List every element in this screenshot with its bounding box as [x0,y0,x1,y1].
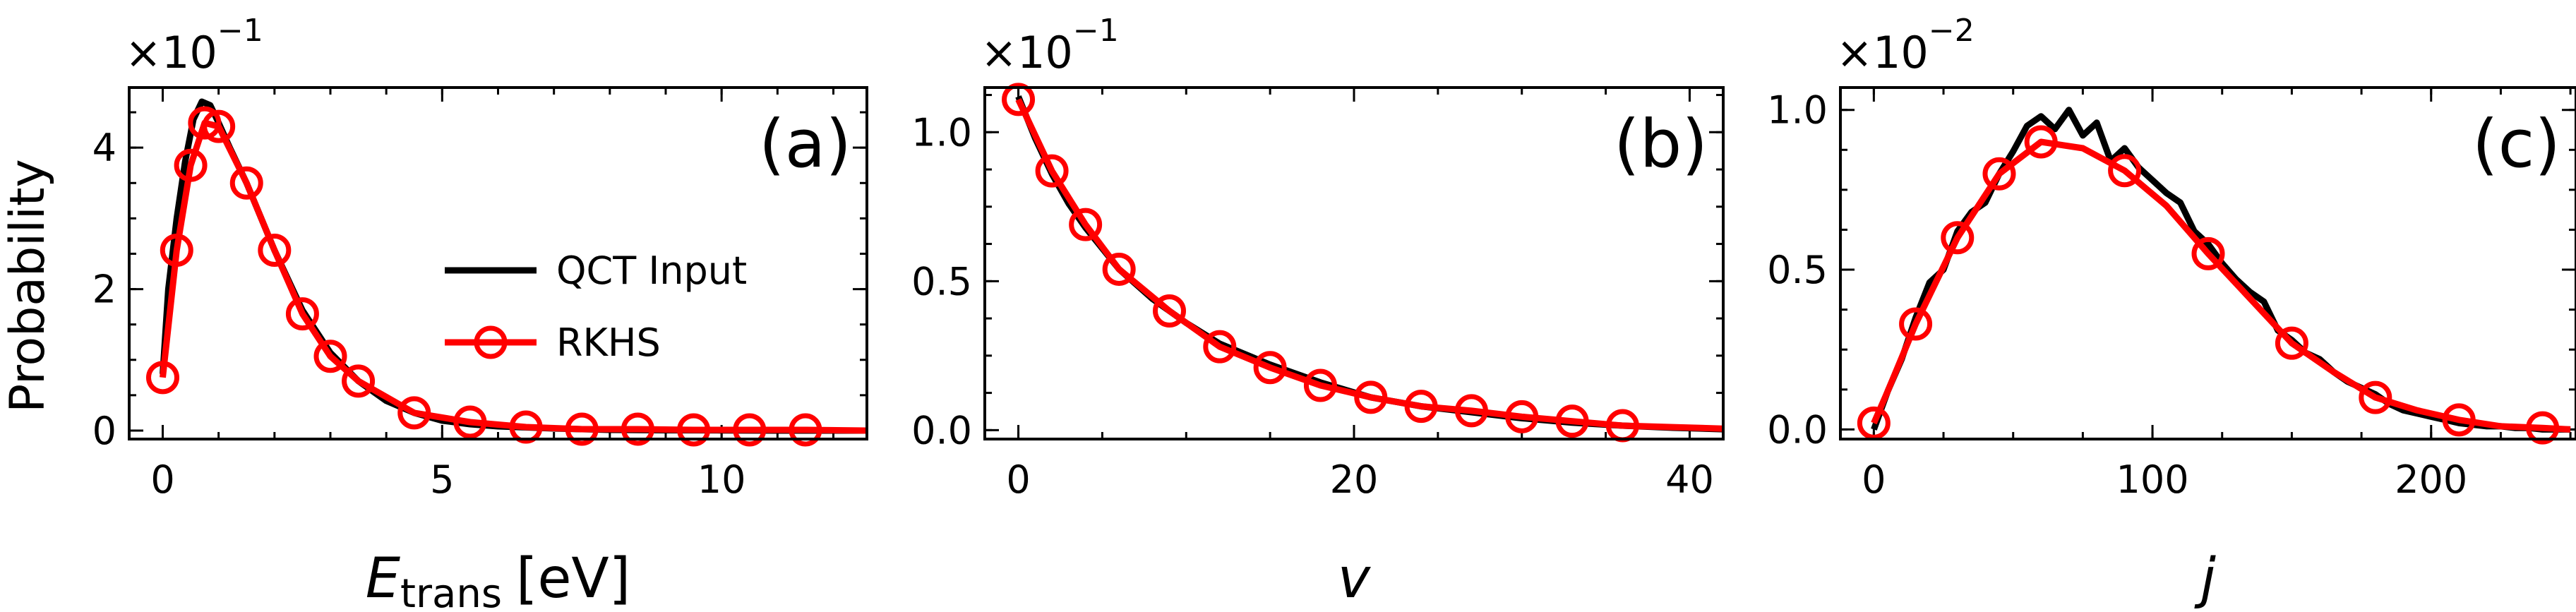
panel-a: 0 5 10 0 2 4 (a) ×10−1 Etrans [eV] [92,13,868,612]
rkhs-marker [1857,406,1891,440]
axis-multiplier: ×10−1 [981,13,1119,78]
rkhs-marker [1899,307,1933,341]
panel-c: 0 100 200 0.0 0.5 1.0 (c) ×10−2 j [1767,13,2576,611]
y-axis-label: Probability [0,159,56,412]
plot-area [1871,107,2571,433]
legend-rkhs-label: RKHS [556,320,661,365]
rkhs-marker [313,340,347,373]
axis-multiplier-exponent: −1 [217,13,263,49]
rkhs-marker [1354,380,1388,414]
y-tick-label: 0.0 [911,408,972,452]
rkhs-marker [1069,208,1103,241]
rkhs-marker [1102,252,1136,286]
rkhs-marker [1253,351,1287,385]
x-tick-label: 100 [2116,457,2189,502]
legend-rkhs-marker [474,325,508,359]
axis-multiplier-exponent: −1 [1073,13,1119,49]
rkhs-marker [1153,294,1186,328]
x-axis-label-symbol: v [1338,547,1372,611]
panel-b: 0 20 40 0.0 0.5 1.0 (b) ×10−1 v [911,13,1725,611]
x-tick-label: 20 [1330,457,1379,502]
rkhs-marker [1203,330,1237,364]
x-axis-label-symbol: j [2194,547,2216,611]
rkhs-marker [229,166,263,200]
x-tick-label: 0 [1862,457,1886,502]
x-tick-label: 0 [150,457,174,502]
x-tick-label: 200 [2395,457,2467,502]
legend-qct-label: QCT Input [556,248,747,293]
rkhs-marker [733,413,767,447]
y-tick-label: 0.5 [1767,248,1828,292]
y-tick-label: 0.5 [911,259,972,304]
rkhs-marker [2108,154,2142,188]
x-axis-label: v [1338,547,1372,611]
rkhs-marker [789,413,822,447]
panel-label: (b) [1614,106,1708,183]
rkhs-marker [285,297,319,331]
rkhs-marker [1982,157,2016,191]
rkhs-marker [453,405,487,439]
y-tick-label: 1.0 [911,110,972,155]
rkhs-marker [1505,400,1539,433]
rkhs-line [1871,138,2571,433]
x-tick-label: 40 [1665,457,1714,502]
x-tick-label: 0 [1006,457,1030,502]
axis-multiplier-base: ×10 [1836,27,1929,78]
rkhs-marker [621,412,654,446]
panel-label: (a) [759,106,851,183]
rkhs-marker [202,109,236,143]
x-axis-label: j [2194,547,2216,611]
x-tick-label: 5 [430,457,454,502]
axes-frame [983,86,1725,440]
rkhs-marker [258,233,292,267]
legend: QCT Input RKHS [445,248,747,365]
rkhs-marker [1941,221,1975,255]
y-tick-label: 1.0 [1767,88,1828,133]
plot-area [1015,95,1723,433]
rkhs-marker [1404,390,1438,424]
rkhs-marker [565,412,599,446]
x-axis-label-units: [eV] [516,547,630,611]
rkhs-marker [2191,236,2225,270]
rkhs-marker [2442,403,2476,437]
axes-frame [1839,86,2576,440]
y-tick-label: 2 [92,268,116,312]
axis-multiplier-exponent: −2 [1929,13,1975,49]
y-tick-label: 0 [92,409,116,453]
axis-multiplier-base: ×10 [125,27,217,78]
rkhs-marker [1303,368,1337,402]
rkhs-marker [2275,326,2308,360]
axis-multiplier: ×10−1 [125,13,263,78]
rkhs-marker [1035,154,1069,188]
panel-label: (c) [2472,106,2560,183]
rkhs-marker [342,364,376,398]
rkhs-marker [160,233,193,267]
axes-frame [128,86,868,440]
rkhs-marker [188,106,222,140]
rkhs-marker [1454,394,1488,428]
rkhs-marker [2359,380,2392,414]
rkhs-marker [2526,411,2560,445]
rkhs-marker [397,396,431,430]
rkhs-marker [174,148,208,182]
y-tick-label: 0.0 [1767,407,1828,452]
rkhs-marker [677,413,711,447]
rkhs-marker [509,410,543,444]
x-axis-label-subscript: trans [400,571,502,612]
axis-multiplier: ×10−2 [1836,13,1975,78]
axis-multiplier-base: ×10 [981,27,1073,78]
x-axis-label: Etrans [eV] [366,547,630,612]
rkhs-line [1015,97,1723,432]
rkhs-marker [146,361,179,395]
x-axis-label-symbol: E [366,547,401,611]
rkhs-marker [2024,125,2058,159]
rkhs-marker [1002,83,1036,116]
y-tick-label: 4 [92,126,116,170]
x-tick-label: 10 [697,457,746,502]
rkhs-marker [1555,404,1589,438]
